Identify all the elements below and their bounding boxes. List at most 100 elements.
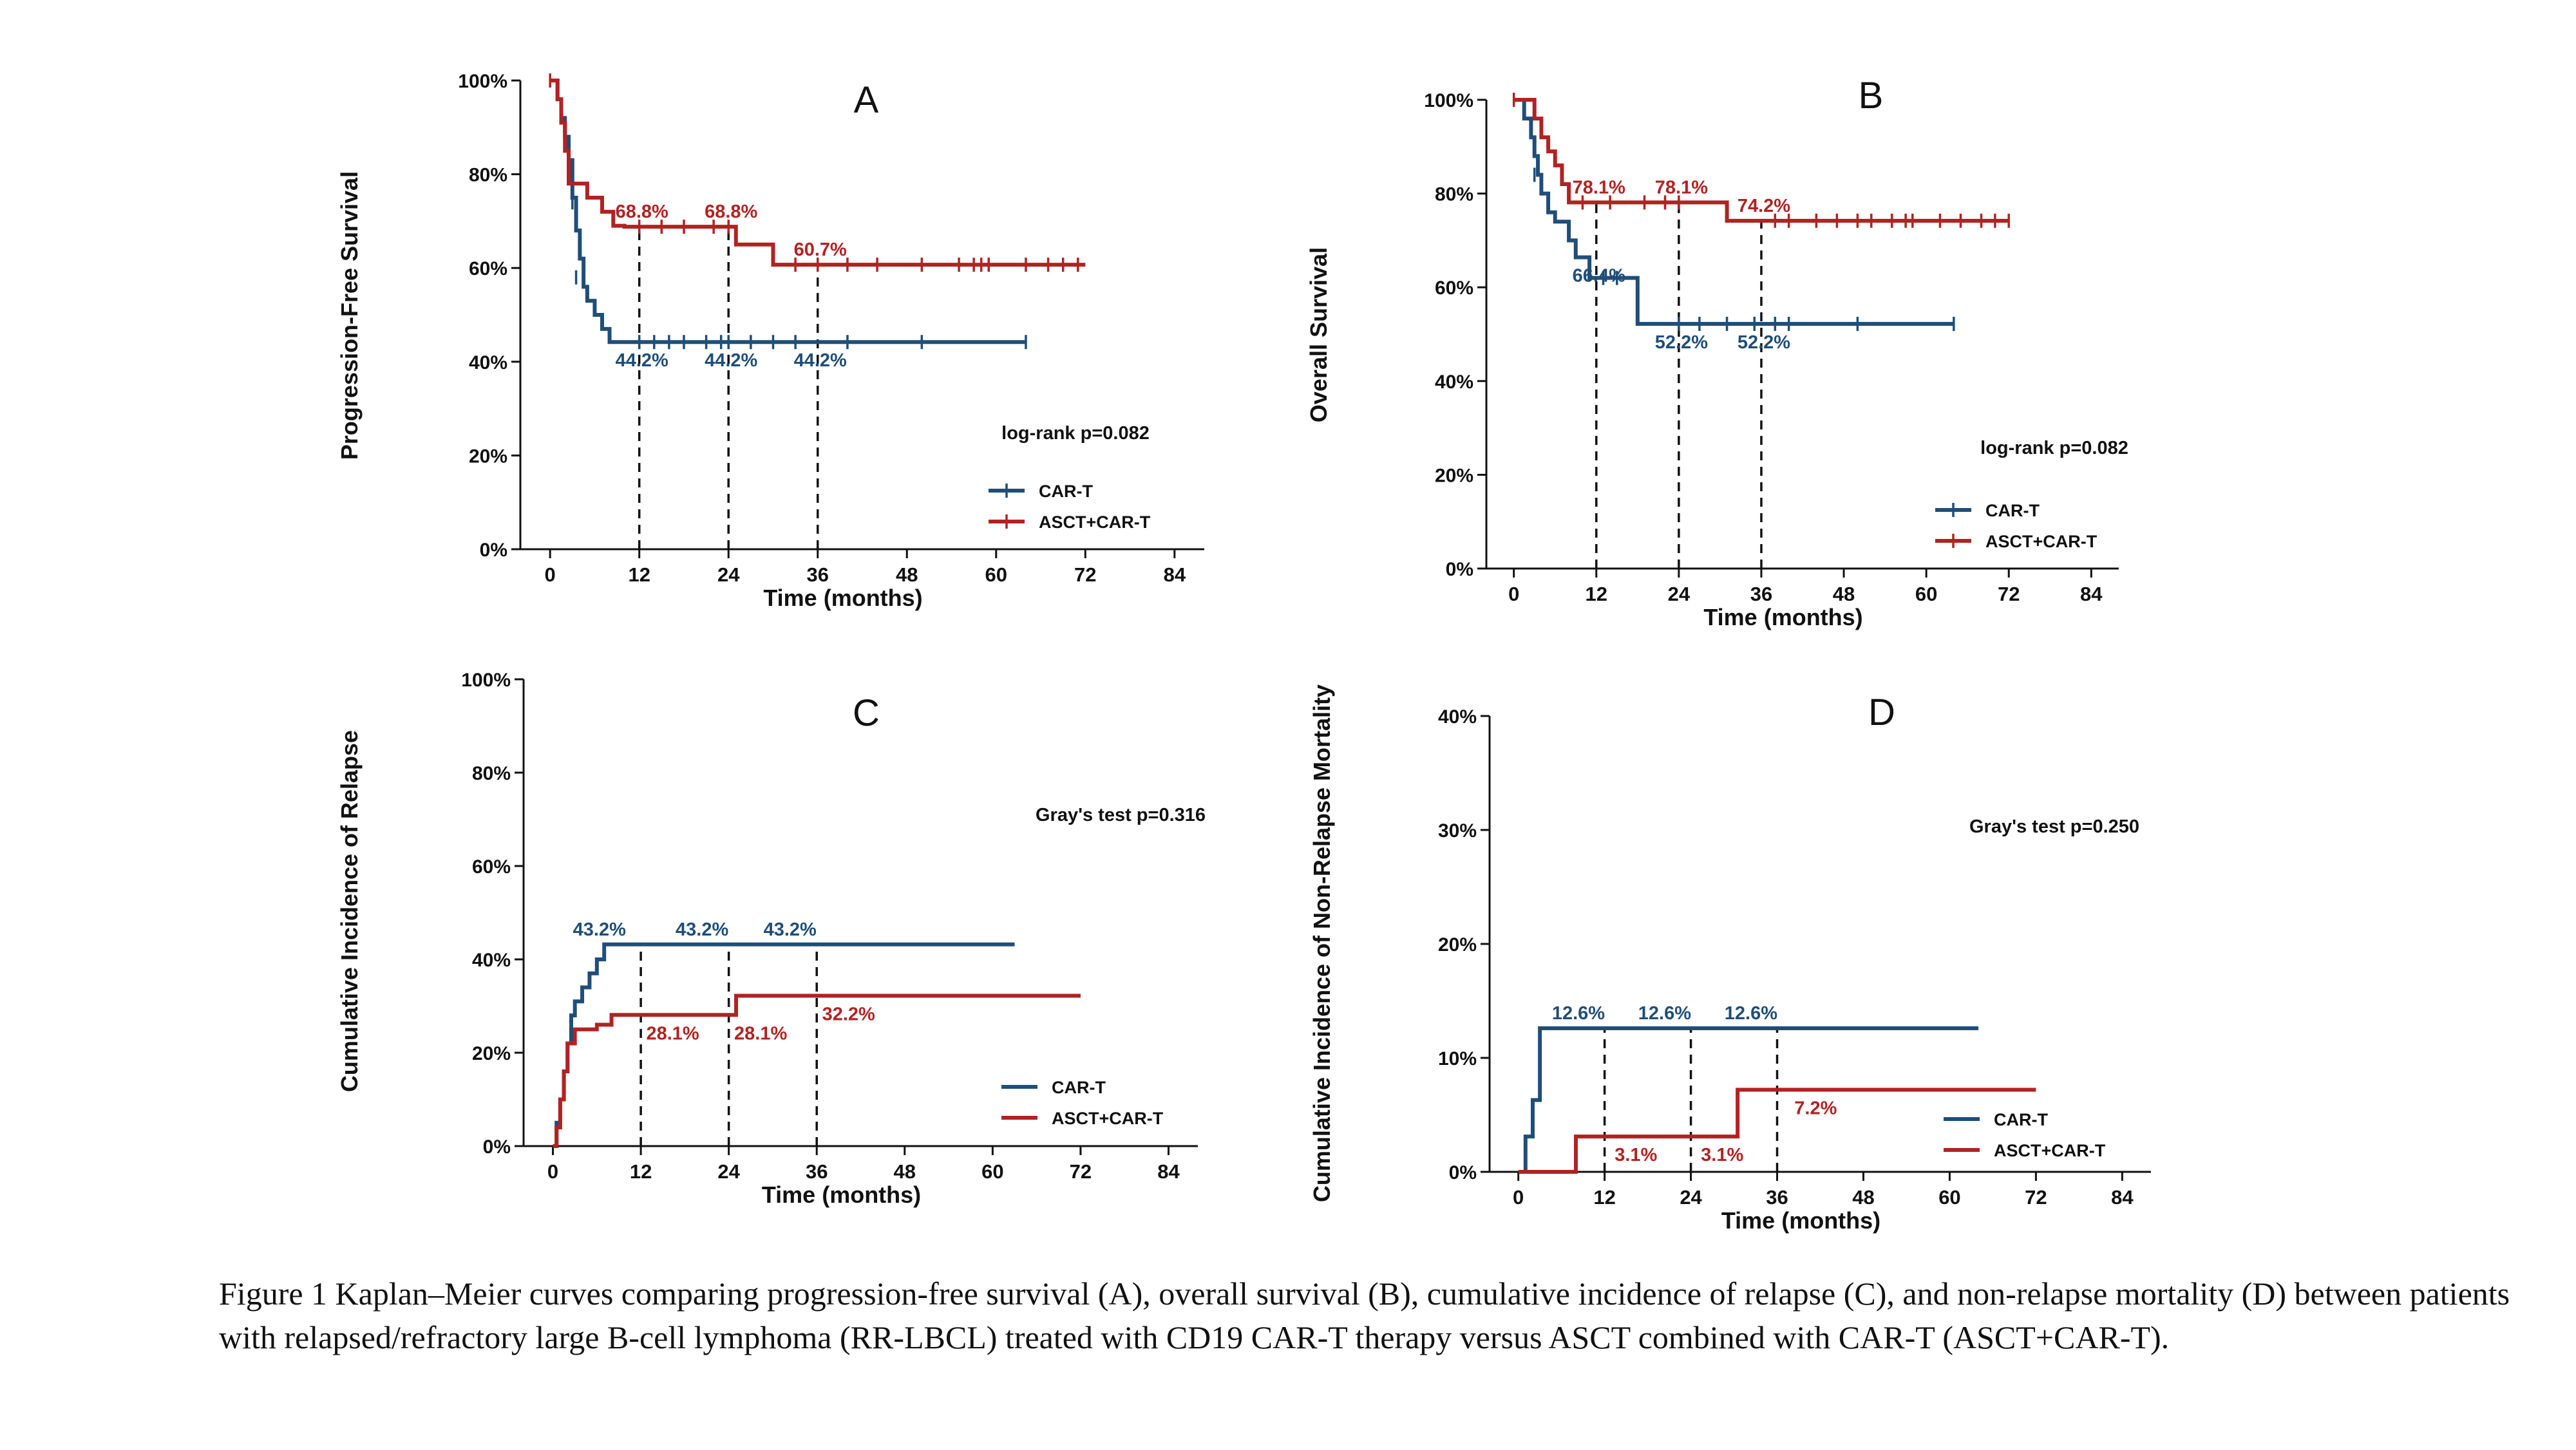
x-tick-label: 84 <box>2111 1186 2134 1209</box>
x-tick-label: 36 <box>806 563 828 586</box>
panel-b: 0% 20% 40% 60% 80% 100% 0 12 24 36 48 60 72 84 Time (m… <box>1305 75 2128 630</box>
x-tick-label: 0 <box>545 563 556 586</box>
data-label: 3.1% <box>1615 1145 1657 1165</box>
legend-entry: CAR-T <box>1039 482 1093 501</box>
x-tick-label: 36 <box>1750 583 1772 605</box>
stat-test-label: Gray's test p=0.250 <box>1969 816 2139 837</box>
x-tick-label: 24 <box>717 563 740 586</box>
x-tick-label: 0 <box>1508 583 1519 605</box>
legend-entry: ASCT+CAR-T <box>1994 1141 2106 1160</box>
data-label: 66.4% <box>1573 266 1625 287</box>
series-line <box>553 942 1015 1148</box>
stat-test-label: log-rank p=0.082 <box>1001 423 1150 444</box>
legend: CAR-T ASCT+CAR-T <box>1935 501 2098 551</box>
data-label: 44.2% <box>705 350 757 371</box>
data-label: 78.1% <box>1573 177 1625 198</box>
y-tick-label: 80% <box>1435 184 1473 205</box>
series-line <box>550 79 1086 267</box>
stat-test-label: log-rank p=0.082 <box>1980 438 2128 458</box>
figure-caption: Figure 1 Kaplan–Meier curves comparing p… <box>219 1276 2510 1355</box>
x-tick-label: 72 <box>1070 1160 1092 1183</box>
data-label: 78.1% <box>1655 177 1708 198</box>
y-tick-label: 20% <box>472 1043 511 1064</box>
y-tick-label: 60% <box>1435 278 1473 299</box>
y-tick-label: 100% <box>461 670 511 691</box>
y-tick-label: 20% <box>1438 934 1477 956</box>
y-tick-label: 10% <box>1438 1048 1477 1069</box>
data-label: 74.2% <box>1738 196 1790 216</box>
data-label: 68.8% <box>705 202 757 222</box>
x-tick-label: 36 <box>806 1160 828 1183</box>
x-tick-label: 72 <box>2025 1186 2047 1209</box>
data-label: 52.2% <box>1738 332 1790 353</box>
y-tick-label: 0% <box>1449 1162 1477 1183</box>
legend-entry: ASCT+CAR-T <box>1052 1109 1164 1128</box>
y-tick-label: 80% <box>472 763 511 784</box>
panel-letter: C <box>853 692 880 734</box>
x-tick-label: 72 <box>1074 563 1096 586</box>
data-label: 28.1% <box>646 1023 699 1044</box>
x-tick-label: 12 <box>630 1160 652 1183</box>
x-tick-label: 12 <box>1593 1186 1615 1209</box>
data-label: 44.2% <box>616 350 668 371</box>
series-line <box>553 993 1081 1148</box>
x-tick-label: 12 <box>1586 583 1607 605</box>
panel-letter: D <box>1868 692 1895 733</box>
y-tick-label: 60% <box>469 258 507 279</box>
stat-test-label: Gray's test p=0.316 <box>1036 805 1206 825</box>
data-label: 43.2% <box>676 919 728 940</box>
panel-c: 0% 20% 40% 60% 80% 100% 0 12 24 36 48 60 72 84 Time (m… <box>336 670 1206 1208</box>
panel-letter: A <box>854 79 879 121</box>
data-label: 52.2% <box>1655 332 1708 353</box>
data-label: 12.6% <box>1725 1003 1777 1024</box>
data-label: 68.8% <box>616 202 668 222</box>
y-tick-label: 40% <box>469 352 507 373</box>
data-label: 7.2% <box>1794 1098 1837 1119</box>
x-axis-title: Time (months) <box>763 585 922 611</box>
x-tick-label: 48 <box>1852 1186 1874 1209</box>
x-tick-label: 0 <box>1513 1186 1524 1209</box>
x-axis-title: Time (months) <box>1703 604 1862 630</box>
y-tick-label: 0% <box>483 1136 511 1158</box>
x-tick-label: 48 <box>894 1160 916 1183</box>
x-tick-label: 84 <box>1157 1160 1180 1183</box>
y-tick-label: 40% <box>1435 372 1473 393</box>
data-label: 60.7% <box>794 240 847 260</box>
y-axis-title: Cumulative Incidence of Relapse <box>336 730 363 1092</box>
x-tick-label: 60 <box>1938 1186 1960 1209</box>
x-tick-label: 48 <box>896 563 918 586</box>
data-label: 43.2% <box>764 919 817 940</box>
y-tick-label: 20% <box>469 446 507 467</box>
y-tick-label: 100% <box>458 71 507 92</box>
x-tick-label: 12 <box>628 563 650 586</box>
y-tick-label: 20% <box>1435 465 1473 486</box>
x-axis-title: Time (months) <box>762 1182 921 1208</box>
data-label: 12.6% <box>1552 1003 1605 1024</box>
panel-d: 0% 10% 20% 30% 40% 0 12 24 36 48 60 72 84 Time (month… <box>1309 684 2151 1234</box>
panel-letter: B <box>1859 75 1884 117</box>
y-axis-title: Progression-Free Survival <box>336 171 363 460</box>
y-axis-title: Cumulative Incidence of Non-Relapse Mort… <box>1309 684 1335 1202</box>
data-label: 44.2% <box>794 350 847 371</box>
x-tick-label: 24 <box>1668 583 1690 605</box>
x-tick-label: 48 <box>1833 583 1855 605</box>
x-tick-label: 36 <box>1766 1186 1788 1209</box>
x-tick-label: 60 <box>1915 583 1937 605</box>
data-label: 12.6% <box>1638 1003 1691 1024</box>
x-axis-title: Time (months) <box>1721 1207 1880 1234</box>
data-label: 28.1% <box>734 1023 787 1044</box>
y-tick-label: 100% <box>1424 90 1473 111</box>
series-line <box>1518 1026 1979 1174</box>
y-tick-label: 0% <box>480 540 507 561</box>
panel-a: 0% 20% 40% 60% 80% 100% 0 12 24 36 48 60 72 84 Time (m… <box>336 71 1204 611</box>
series-line <box>1513 98 2009 223</box>
x-tick-label: 60 <box>981 1160 1003 1183</box>
y-tick-label: 40% <box>472 950 511 971</box>
legend: CAR-T ASCT+CAR-T <box>1001 1078 1164 1128</box>
x-tick-label: 60 <box>985 563 1007 586</box>
x-tick-label: 0 <box>547 1160 558 1183</box>
x-tick-label: 84 <box>1164 563 1186 586</box>
legend-entry: ASCT+CAR-T <box>1039 513 1151 532</box>
y-tick-label: 60% <box>472 856 511 878</box>
